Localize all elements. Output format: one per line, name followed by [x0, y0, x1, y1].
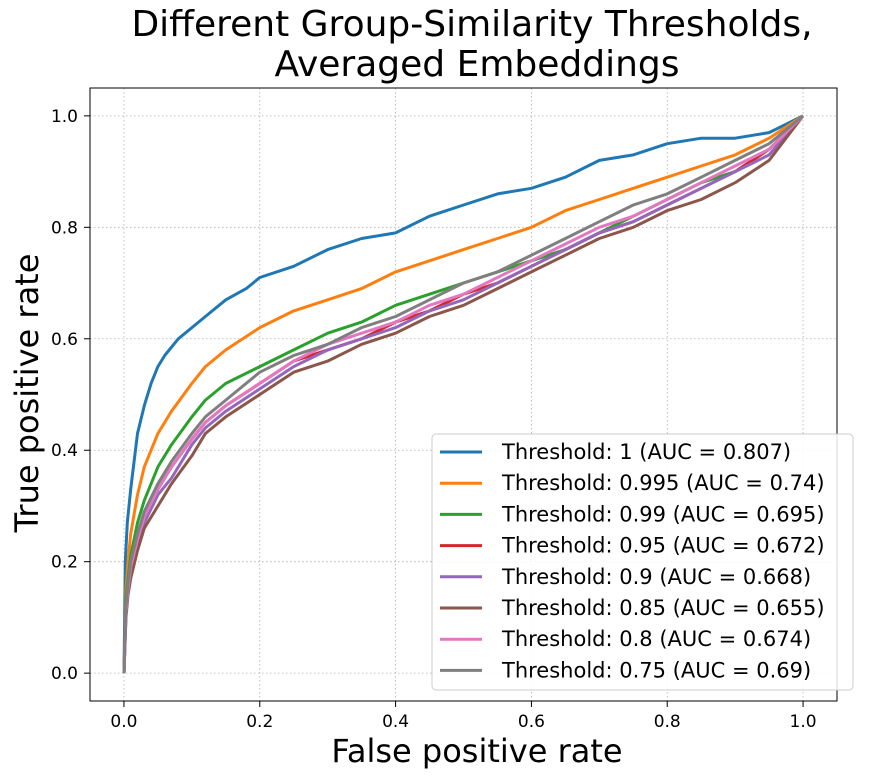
plot-frame	[89, 87, 838, 702]
axis-ticks: 0.0 0.2 0.4 0.6 0.8 1.0 0.0 0.2 0.4 0.6 0.8 1.0	[51, 107, 817, 732]
chart-title-line-1: Different Group-Similarity Thresholds,	[131, 4, 812, 45]
chart-title-line-2: Averaged Embeddings	[274, 44, 679, 85]
series-line-1	[122, 114, 804, 674]
series-line-6	[122, 114, 805, 674]
legend-label-2: Threshold: 0.99 (AUC = 0.695)	[501, 502, 825, 526]
x-tick-label: 1.0	[790, 712, 817, 732]
legend-label-4: Threshold: 0.9 (AUC = 0.668)	[501, 565, 811, 589]
y-tick-label: 0.0	[51, 664, 78, 684]
x-tick-label: 0.4	[382, 712, 409, 732]
x-tick-label: 0.0	[110, 712, 137, 732]
legend-label-1: Threshold: 0.995 (AUC = 0.74)	[501, 471, 825, 495]
legend-label-5: Threshold: 0.85 (AUC = 0.655)	[501, 596, 825, 620]
x-tick-label: 0.2	[246, 712, 273, 732]
series-line-5	[122, 114, 805, 674]
x-tick-label: 0.6	[518, 712, 545, 732]
y-tick-label: 0.4	[51, 441, 78, 461]
y-tick-label: 0.8	[51, 218, 78, 238]
legend-label-0: Threshold: 1 (AUC = 0.807)	[501, 440, 791, 464]
legend-label-7: Threshold: 0.75 (AUC = 0.69)	[501, 658, 811, 682]
series-line-7	[122, 114, 804, 674]
x-tick-label: 0.8	[654, 712, 681, 732]
legend: Threshold: 1 (AUC = 0.807) Threshold: 0.9…	[431, 433, 854, 691]
legend-label-3: Threshold: 0.95 (AUC = 0.672)	[501, 534, 825, 558]
series-line-4	[122, 114, 805, 674]
x-axis-label: False positive rate	[331, 732, 622, 770]
y-tick-label: 0.6	[51, 330, 78, 350]
y-axis-label: True positive rate	[8, 254, 46, 534]
y-tick-label: 1.0	[51, 107, 78, 127]
y-tick-label: 0.2	[51, 553, 78, 573]
legend-label-6: Threshold: 0.8 (AUC = 0.674)	[501, 627, 811, 651]
series-line-0	[122, 114, 804, 674]
legend-box	[431, 433, 854, 691]
series-lines	[122, 114, 805, 674]
